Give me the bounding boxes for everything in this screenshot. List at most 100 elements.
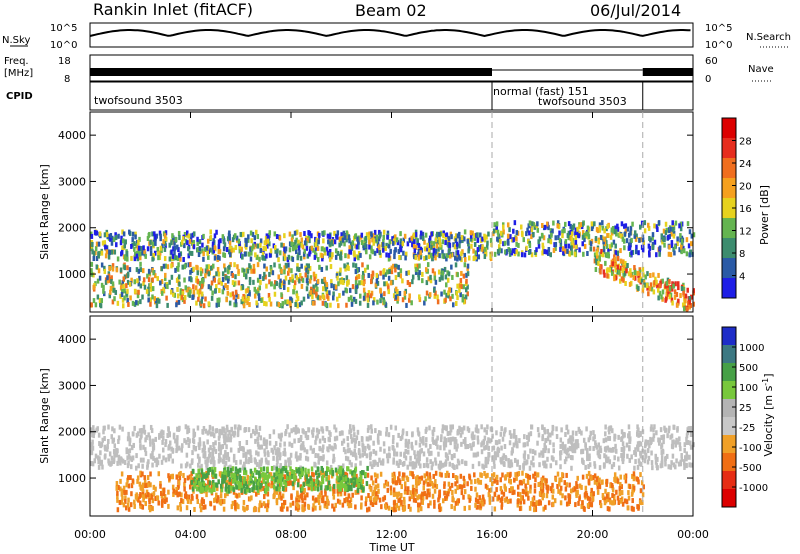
velocity-cell [283,451,287,457]
velocity-cell [151,450,154,456]
velocity-cell [410,461,413,467]
velocity-cell [263,494,266,500]
velocity-cell [363,450,367,456]
velocity-cell [385,426,389,432]
power-cell [379,298,382,304]
velocity-cell [112,437,116,443]
velocity-cell [373,472,377,478]
power-cell [129,295,132,301]
power-cell [305,278,309,284]
velocity-cell [541,434,545,440]
power-cell [447,271,451,277]
power-cell [635,284,639,290]
velocity-cell [514,472,517,478]
velocity-cell [529,448,532,454]
power-cell [515,249,518,255]
power-cell [265,301,268,307]
velocity-cell [196,476,199,482]
power-cell [283,265,286,271]
velocity-cell [388,446,391,452]
velocity-cell [526,479,530,485]
velocity-cell [596,489,600,495]
power-cell [482,248,485,254]
power-cell [387,275,391,281]
velocity-cell [158,433,161,439]
power-cell [354,280,358,286]
power-cell [368,244,371,250]
velocity-cell [157,500,160,506]
power-cell [355,254,359,260]
power-cell [290,237,294,243]
power-cell [605,243,609,249]
power-cell [609,234,613,240]
power-cell [493,251,497,257]
power-cell [286,287,290,293]
power-cell [643,220,647,226]
power-cell [177,274,181,280]
velocity-cell [254,459,258,465]
velocity-cell [657,437,660,443]
velocity-cell [474,502,477,508]
velocity-cell [224,450,227,456]
velocity-cell [493,451,497,457]
power-cell [506,222,510,228]
velocity-cell [392,487,396,493]
velocity-cell [538,462,541,468]
power-cell [676,241,679,247]
power-cell [114,232,117,238]
velocity-cell [403,453,406,459]
velocity-cell [441,498,445,504]
velocity-cell [574,502,577,508]
velocity-cell [463,489,467,495]
velocity-cell [176,505,180,511]
power-cell [298,250,301,256]
power-cell [187,246,190,252]
power-cell [90,268,93,274]
power-cell [362,295,366,301]
velocity-cell [111,426,114,432]
power-cell [549,228,553,234]
power-cell [224,267,227,273]
power-cell [108,266,111,272]
velocity-cell [218,429,221,435]
power-cell [190,250,194,256]
velocity-cell [432,439,436,445]
velocity-cell [113,452,116,458]
velocity-cell [592,436,595,442]
velocity-cell [249,450,252,456]
velocity-cell [141,504,145,510]
velocity-cell [354,504,357,510]
power-cell [517,251,520,257]
power-cell [180,294,184,300]
power-cell [226,278,230,284]
velocity-cell [141,471,144,477]
power-cell [305,245,309,251]
velocity-cell [175,448,178,454]
power-cell [175,302,178,308]
velocity-cell [126,502,130,508]
velocity-cell [201,497,204,503]
power-cell [466,238,470,244]
power-cell [228,233,231,239]
velocity-cell [586,451,589,457]
velocity-cell [436,435,439,441]
power-cell [263,240,267,246]
velocity-cell [534,506,538,512]
velocity-cell [607,435,610,441]
power-cell [122,231,126,237]
power-cell [630,237,633,243]
velocity-cell [509,471,512,477]
power-cell [253,286,257,292]
power-cell [252,279,255,285]
velocity-cell [628,457,632,463]
velocity-cell [299,434,303,440]
velocity-cell [460,490,464,496]
power-cell [246,300,249,306]
velocity-cell [588,496,592,502]
velocity-cell [559,485,563,491]
power-cell [456,283,459,289]
velocity-cell [369,455,372,461]
power-cell [100,250,104,256]
power-cell [625,238,629,244]
velocity-cell [361,443,365,449]
